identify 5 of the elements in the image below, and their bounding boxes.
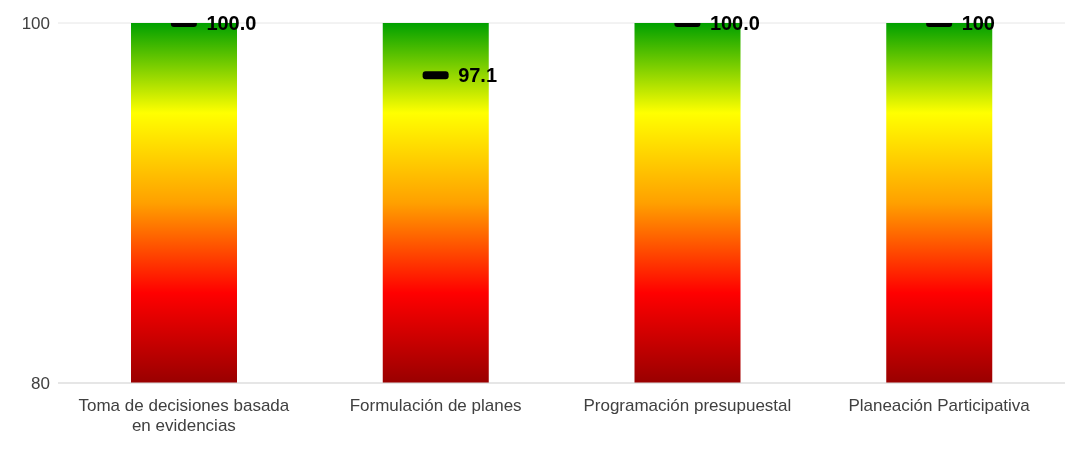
x-tick-label: Toma de decisiones basada en evidencias <box>78 396 290 435</box>
x-tick-label: Programación presupuestal <box>583 396 792 415</box>
x-tick-label: Formulación de planes <box>349 396 522 415</box>
x-tick-label: Planeación Participativa <box>848 396 1031 415</box>
y-tick-label: 80 <box>31 374 50 394</box>
